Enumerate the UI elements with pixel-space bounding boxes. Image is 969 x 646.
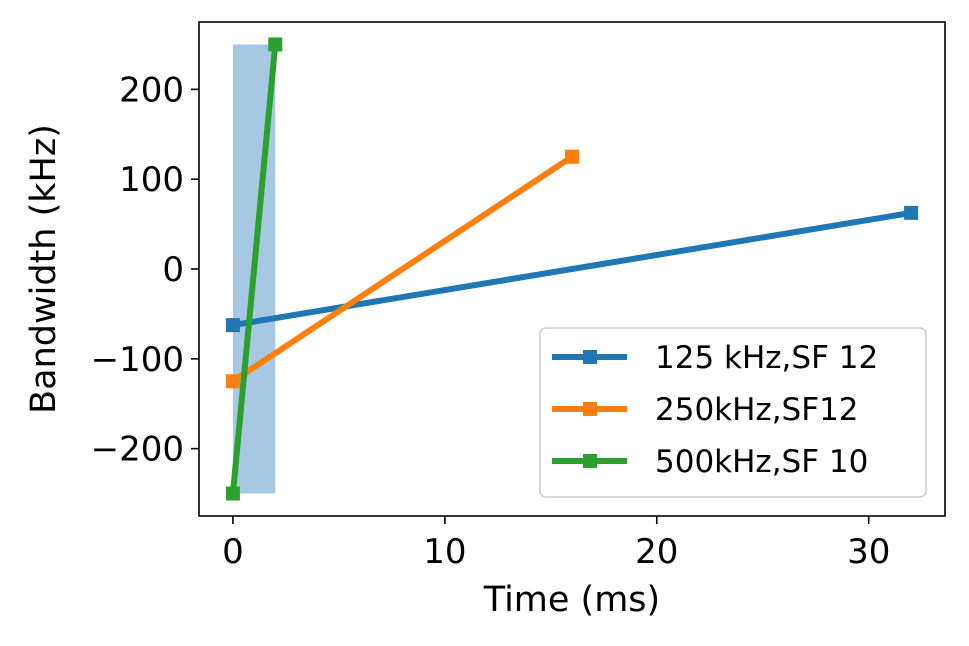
- y-tick-label: 100: [119, 160, 184, 200]
- legend-label-1: 125 kHz,SF 12: [655, 340, 878, 376]
- legend-label-3: 500kHz,SF 10: [655, 444, 868, 480]
- x-tick-label: 0: [222, 532, 244, 572]
- x-tick-label: 20: [635, 532, 678, 572]
- series-line-3: [229, 44, 279, 494]
- series-1-point-1: [225, 318, 240, 333]
- legend-marker-2: [583, 402, 597, 416]
- plot-area: [225, 37, 919, 501]
- y-tick-label: −200: [91, 430, 184, 470]
- series-2-point-1: [225, 374, 240, 389]
- y-tick-label: 0: [162, 250, 184, 290]
- series-line-2: [231, 154, 574, 384]
- series-2-point-2: [565, 149, 579, 164]
- x-axis-label: Time (ms): [483, 580, 660, 620]
- axes: 0 10 20 30 −200 −100 0 100 200: [91, 70, 891, 572]
- series-3-point-2: [268, 37, 283, 52]
- legend-marker-1: [583, 350, 597, 364]
- series-1-point-2: [904, 205, 919, 220]
- y-axis-label: Bandwidth (kHz): [24, 124, 64, 414]
- legend: 125 kHz,SF 12 250kHz,SF12 500kHz,SF 10: [539, 327, 927, 498]
- legend-label-2: 250kHz,SF12: [655, 392, 859, 428]
- x-tick-label: 10: [423, 532, 466, 572]
- legend-box: [539, 327, 927, 498]
- y-tick-label: 200: [119, 70, 184, 110]
- y-tick-label: −100: [91, 340, 184, 380]
- x-tick-label: 30: [847, 532, 890, 572]
- legend-marker-3: [583, 454, 597, 468]
- series-3-point-1: [225, 486, 240, 501]
